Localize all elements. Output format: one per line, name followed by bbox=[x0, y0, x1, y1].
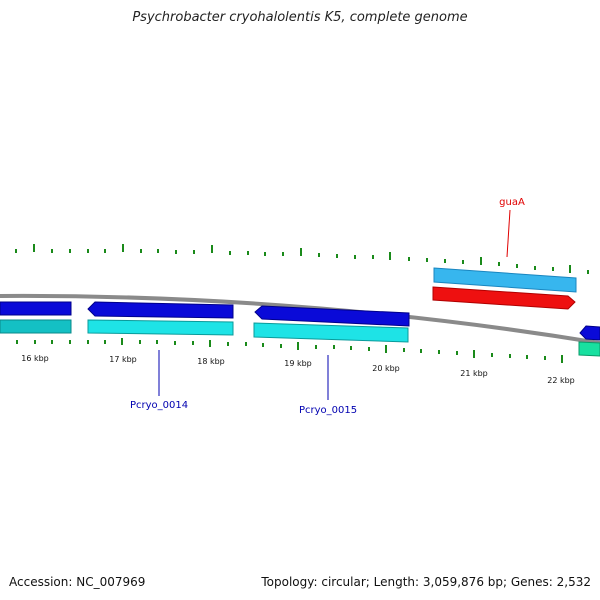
guaA-leader-line bbox=[506, 209, 511, 258]
gene-cyan-pcryo-0014[interactable] bbox=[87, 319, 234, 336]
tick-label-19kbp: 19 kbp bbox=[284, 359, 312, 368]
gene-blue-pcryo-0015[interactable] bbox=[254, 305, 410, 327]
gene-blue-right[interactable] bbox=[579, 325, 600, 341]
accession-text: Accession: NC_007969 bbox=[9, 575, 146, 589]
gene-cyan-left[interactable] bbox=[0, 319, 72, 334]
genome-summary-text: Topology: circular; Length: 3,059,876 bp… bbox=[261, 575, 591, 589]
genome-backbone bbox=[0, 293, 600, 345]
tick-label-18kbp: 18 kbp bbox=[197, 357, 225, 366]
gene-light-blue[interactable] bbox=[433, 267, 577, 293]
gene-blue-left[interactable] bbox=[0, 301, 72, 316]
tick-label-22kbp: 22 kbp bbox=[547, 376, 575, 385]
inner-tick-row bbox=[16, 338, 563, 363]
gene-blue-pcryo-0014[interactable] bbox=[87, 301, 234, 319]
gene-label-pcryo-0014[interactable]: Pcryo_0014 bbox=[130, 400, 188, 411]
tick-label-20kbp: 20 kbp bbox=[372, 364, 400, 373]
gene-cyan-pcryo-0015[interactable] bbox=[253, 322, 409, 343]
gene-label-guaA[interactable]: guaA bbox=[499, 197, 525, 208]
gene-label-pcryo-0015[interactable]: Pcryo_0015 bbox=[299, 405, 357, 416]
page-title: Psychrobacter cryohalolentis K5, complet… bbox=[132, 10, 468, 25]
tick-label-21kbp: 21 kbp bbox=[460, 369, 488, 378]
tick-label-17kbp: 17 kbp bbox=[109, 355, 137, 364]
outer-tick-row bbox=[15, 244, 589, 274]
tick-label-16kbp: 16 kbp bbox=[21, 354, 49, 363]
gene-green-right[interactable] bbox=[578, 341, 600, 357]
gene-red[interactable] bbox=[432, 286, 576, 310]
